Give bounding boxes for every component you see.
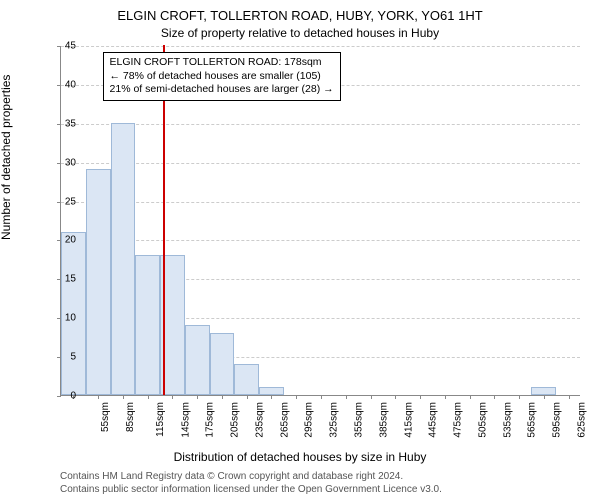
xtick-label: 205sqm (230, 402, 241, 438)
attribution-line2: Contains public sector information licen… (60, 484, 442, 497)
xtick-mark (445, 395, 446, 399)
xtick-mark (271, 395, 272, 399)
xtick-mark (296, 395, 297, 399)
gridline (61, 202, 580, 203)
ytick-label: 0 (50, 391, 76, 402)
xtick-label: 325sqm (329, 402, 340, 438)
xtick-mark (222, 395, 223, 399)
xtick-label: 115sqm (155, 402, 166, 437)
xtick-mark (123, 395, 124, 399)
xtick-label: 385sqm (378, 402, 389, 438)
xtick-mark (395, 395, 396, 399)
xtick-mark (519, 395, 520, 399)
histogram-bar (111, 123, 136, 395)
y-axis-label: Number of detached properties (0, 75, 13, 240)
ytick-label: 10 (50, 313, 76, 324)
xtick-label: 625sqm (576, 402, 587, 438)
histogram-bar (135, 255, 160, 395)
xtick-label: 235sqm (255, 402, 266, 438)
xtick-label: 535sqm (502, 402, 513, 438)
annotation-line2: ← 78% of detached houses are smaller (10… (110, 70, 334, 84)
xtick-mark (346, 395, 347, 399)
xtick-label: 355sqm (354, 402, 365, 438)
xtick-mark (148, 395, 149, 399)
xtick-label: 145sqm (180, 402, 191, 438)
xtick-label: 445sqm (428, 402, 439, 438)
ytick-label: 15 (50, 274, 76, 285)
xtick-mark (494, 395, 495, 399)
xtick-mark (98, 395, 99, 399)
xtick-label: 85sqm (125, 402, 136, 432)
xtick-label: 55sqm (100, 402, 111, 432)
xtick-label: 595sqm (552, 402, 563, 438)
ytick-label: 25 (50, 196, 76, 207)
xtick-label: 265sqm (279, 402, 290, 438)
ytick-label: 35 (50, 118, 76, 129)
histogram-bar (259, 387, 284, 395)
gridline (61, 124, 580, 125)
histogram-bar (185, 325, 210, 395)
ytick-label: 5 (50, 352, 76, 363)
histogram-plot: ELGIN CROFT TOLLERTON ROAD: 178sqm ← 78%… (60, 46, 580, 396)
marker-annotation-box: ELGIN CROFT TOLLERTON ROAD: 178sqm ← 78%… (103, 52, 341, 101)
xtick-mark (172, 395, 173, 399)
attribution-line1: Contains HM Land Registry data © Crown c… (60, 471, 442, 484)
histogram-bar (86, 169, 111, 395)
xtick-mark (371, 395, 372, 399)
histogram-bar (531, 387, 556, 395)
xtick-mark (321, 395, 322, 399)
ytick-label: 45 (50, 41, 76, 52)
xtick-label: 415sqm (403, 402, 414, 438)
ytick-label: 30 (50, 157, 76, 168)
xtick-label: 565sqm (527, 402, 538, 438)
xtick-mark (197, 395, 198, 399)
gridline (61, 46, 580, 47)
attribution-text: Contains HM Land Registry data © Crown c… (60, 471, 442, 496)
ytick-label: 40 (50, 79, 76, 90)
chart-title-line1: ELGIN CROFT, TOLLERTON ROAD, HUBY, YORK,… (0, 8, 600, 23)
gridline (61, 240, 580, 241)
histogram-bar (210, 333, 235, 395)
ytick-label: 20 (50, 235, 76, 246)
histogram-bar (234, 364, 259, 395)
xtick-mark (247, 395, 248, 399)
x-axis-label: Distribution of detached houses by size … (0, 450, 600, 464)
annotation-line1: ELGIN CROFT TOLLERTON ROAD: 178sqm (110, 56, 334, 70)
xtick-mark (544, 395, 545, 399)
gridline (61, 163, 580, 164)
annotation-line3: 21% of semi-detached houses are larger (… (110, 83, 334, 97)
chart-title-line2: Size of property relative to detached ho… (0, 26, 600, 40)
xtick-mark (569, 395, 570, 399)
xtick-mark (420, 395, 421, 399)
xtick-mark (470, 395, 471, 399)
xtick-label: 175sqm (205, 402, 216, 438)
xtick-label: 505sqm (477, 402, 488, 438)
xtick-label: 475sqm (453, 402, 464, 438)
xtick-label: 295sqm (304, 402, 315, 438)
